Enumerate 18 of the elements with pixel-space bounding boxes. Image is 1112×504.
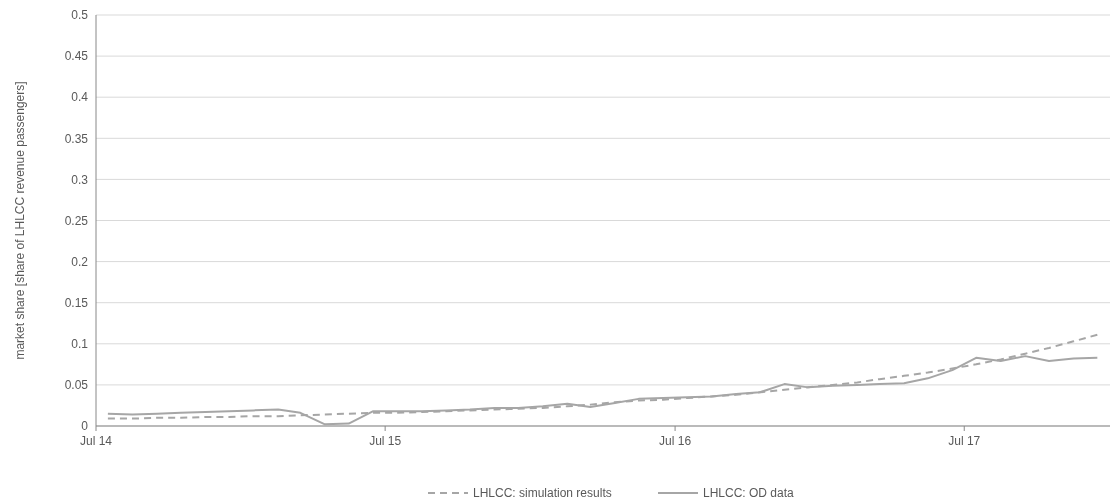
y-tick-label: 0.4 xyxy=(71,90,89,105)
y-tick-label: 0.35 xyxy=(64,131,89,146)
y-tick-label: 0.1 xyxy=(71,337,89,351)
x-tick-label: Jul 14 xyxy=(79,434,113,448)
y-tick-label: 0.45 xyxy=(64,49,89,64)
y-tick-label: 0.5 xyxy=(71,8,89,23)
x-tick-label: Jul 16 xyxy=(659,434,692,448)
y-tick-label: 0 xyxy=(81,419,89,434)
y-tick-label: 0.05 xyxy=(64,378,89,393)
legend-label: LHLCC: simulation results xyxy=(473,486,612,501)
y-tick-label: 0.25 xyxy=(64,213,89,228)
y-tick-label: 0.15 xyxy=(64,295,89,310)
y-axis-title: market share [share of LHLCC revenue passengers] xyxy=(13,81,27,360)
x-tick-label: Jul 17 xyxy=(948,434,981,448)
legend-label: LHLCC: OD data xyxy=(703,486,795,501)
y-tick-label: 0.2 xyxy=(71,254,89,269)
x-tick-label: Jul 15 xyxy=(369,434,402,448)
y-tick-label: 0.3 xyxy=(71,172,89,187)
